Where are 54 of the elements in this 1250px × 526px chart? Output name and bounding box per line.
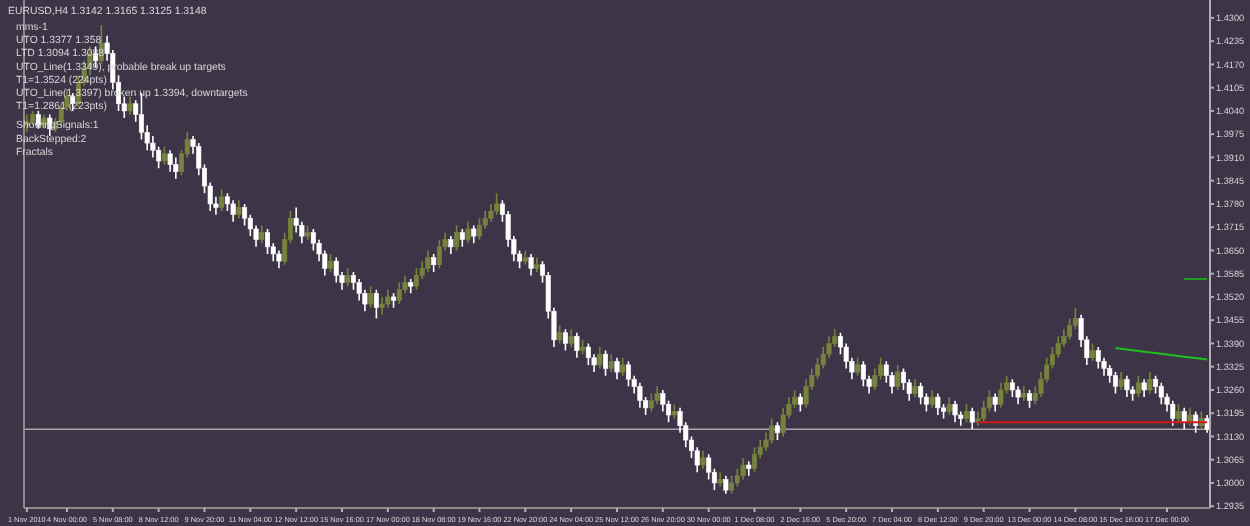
candlestick — [700, 449, 706, 470]
candlestick — [746, 460, 752, 477]
candlestick — [1204, 414, 1210, 434]
candlestick — [929, 389, 935, 409]
candlestick — [230, 199, 236, 223]
candlestick — [345, 267, 351, 287]
candlestick — [167, 149, 173, 173]
candlestick — [952, 399, 958, 423]
candlestick — [471, 224, 477, 245]
candlestick — [1124, 374, 1130, 398]
candlestick — [557, 324, 563, 345]
candlestick — [448, 235, 454, 255]
candlestick — [1158, 381, 1164, 406]
candlestick — [935, 392, 941, 416]
candlestick — [637, 381, 643, 409]
candlestick — [614, 356, 620, 381]
candlestick — [259, 224, 265, 245]
candlestick — [379, 296, 385, 316]
candlestick — [276, 249, 282, 270]
candlestick — [597, 346, 603, 370]
candlestick — [333, 256, 339, 284]
candlestick — [1187, 407, 1193, 427]
candlestick — [1095, 346, 1101, 370]
candlestick — [568, 328, 574, 348]
candlestick — [620, 356, 626, 377]
candlestick — [998, 381, 1004, 409]
candlestick — [127, 95, 133, 116]
candlestick — [992, 392, 998, 413]
candlestick — [408, 278, 414, 295]
candlestick — [969, 407, 975, 431]
candlestick — [654, 385, 660, 406]
candlestick — [895, 364, 901, 391]
candlestick — [1118, 371, 1124, 391]
candlestick — [236, 199, 242, 220]
candlestick — [173, 156, 179, 180]
candlestick — [671, 403, 677, 420]
candlestick — [534, 256, 540, 273]
candlestick — [574, 331, 580, 359]
candlestick — [912, 378, 918, 398]
candlestick — [396, 281, 402, 305]
candlestick — [1015, 385, 1021, 406]
candlestick — [385, 288, 391, 309]
candlestick — [425, 249, 431, 273]
candlestick — [1170, 399, 1176, 427]
candlestick — [1147, 371, 1153, 395]
candlestick — [717, 471, 723, 488]
candlestick — [723, 475, 729, 495]
candlestick — [1181, 407, 1187, 431]
candlestick — [1021, 385, 1027, 402]
candlestick — [1141, 378, 1147, 398]
candlestick — [528, 253, 534, 277]
candlestick — [465, 221, 471, 245]
candlestick — [608, 353, 614, 373]
candlestick — [740, 457, 746, 481]
